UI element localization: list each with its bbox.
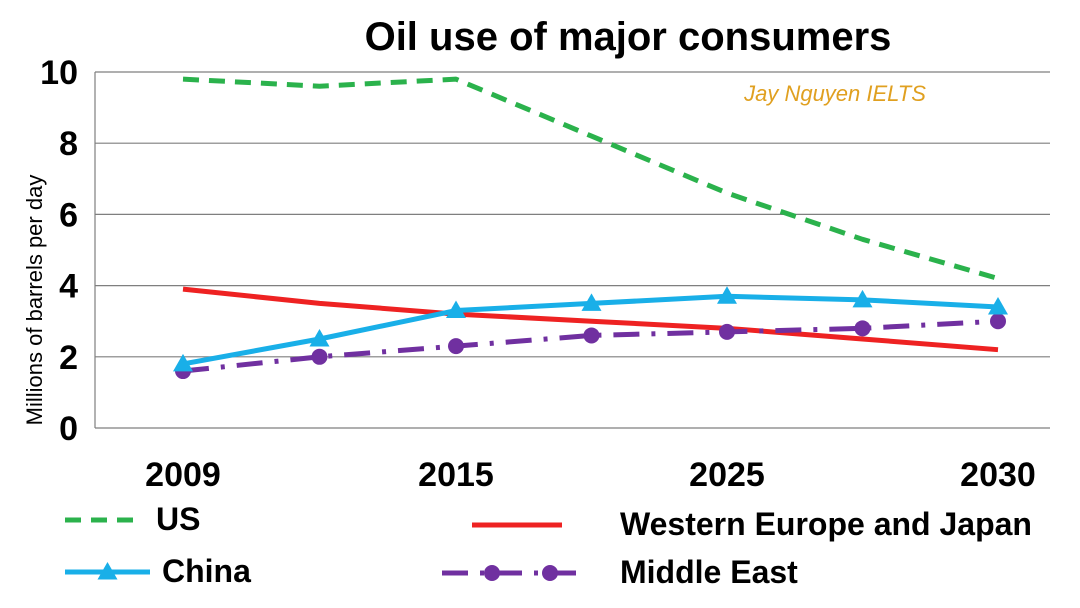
data-point [448,338,464,355]
legend-label: US [156,501,200,537]
series-western-europe-and-japan [182,286,999,353]
legend: US Western Europe and Japan China Middle Ea… [65,501,1032,590]
series-line [182,286,999,353]
y-axis-label: Millions of barrels per day [22,175,47,426]
y-tick-label: 4 [59,268,78,306]
series-us [182,76,999,281]
data-point [311,348,328,365]
data-point [719,323,735,340]
legend-item-middle-east: Middle East [442,554,798,590]
legend-item-china: China [65,553,251,589]
y-tick-label: 0 [59,410,78,448]
chart-title: Oil use of major consumers [365,15,892,59]
legend-label: Western Europe and Japan [620,506,1032,542]
x-tick-label: 2030 [960,456,1036,494]
data-point [309,329,330,347]
data-point [581,293,602,311]
legend-item-us: US [65,501,200,537]
legend-marker [484,565,500,581]
series-line [182,76,999,281]
x-tick-label: 2015 [418,456,494,494]
data-point [446,300,466,319]
data-point [583,327,600,344]
x-axis-ticks: 2009 2015 2025 2030 [145,456,1036,494]
legend-marker [542,565,558,581]
data-point [717,286,737,304]
legend-marker [97,562,118,580]
legend-label: Middle East [620,554,798,590]
data-point [852,289,873,308]
legend-item-western-europe-and-japan: Western Europe and Japan [472,506,1032,542]
y-axis-ticks: 0 2 4 6 8 10 [40,54,78,448]
legend-label: China [162,553,251,589]
y-tick-label: 10 [40,54,78,92]
data-series [173,76,1008,380]
y-tick-label: 8 [59,125,78,163]
x-tick-label: 2009 [145,456,221,494]
x-tick-label: 2025 [689,456,765,494]
y-tick-label: 2 [59,339,78,377]
gridlines [94,71,1050,429]
series-china [173,286,1008,372]
data-point [990,313,1006,330]
y-tick-label: 6 [59,196,78,234]
data-point [988,296,1008,315]
data-point [173,353,193,372]
watermark-text: Jay Nguyen IELTS [743,81,926,106]
data-point [854,320,871,337]
